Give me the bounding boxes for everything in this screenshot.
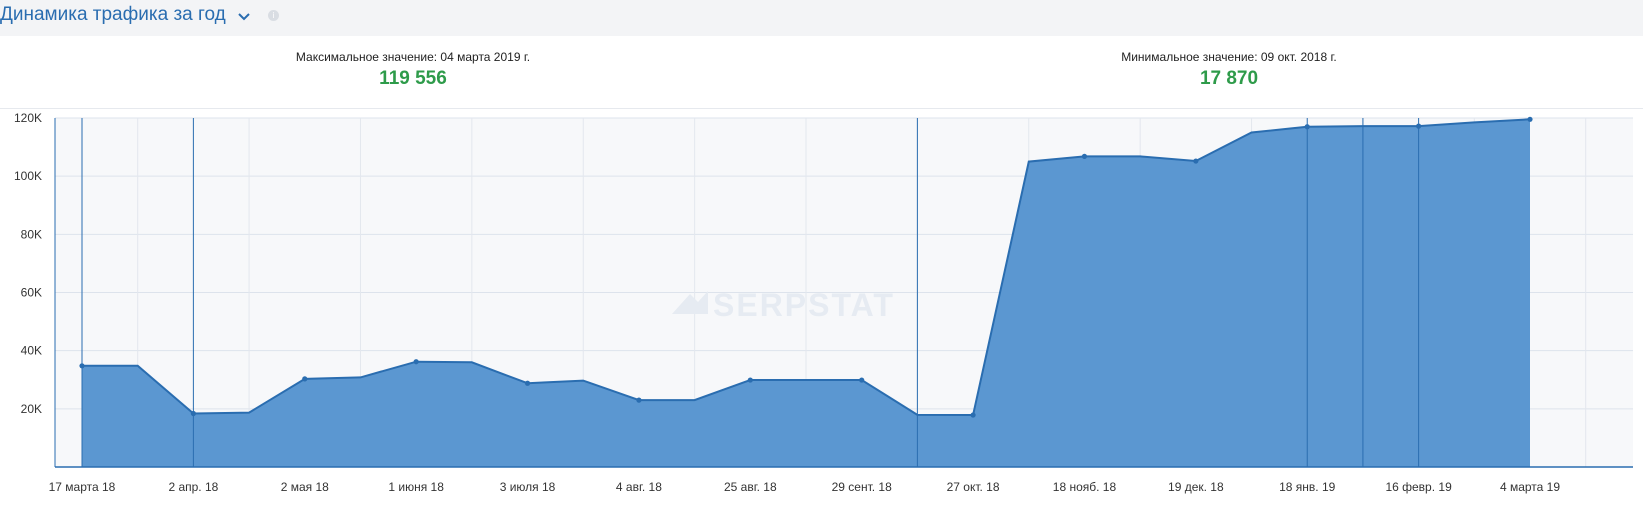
data-point[interactable] — [1304, 124, 1310, 130]
watermark-logo-icon — [672, 291, 708, 314]
x-tick-label: 17 марта 18 — [49, 480, 116, 494]
x-tick-label: 27 окт. 18 — [947, 480, 1000, 494]
x-tick-label: 29 сент. 18 — [832, 480, 892, 494]
x-tick-label: 18 нояб. 18 — [1053, 480, 1117, 494]
widget-title[interactable]: Динамика трафика за год — [0, 4, 226, 25]
data-point[interactable] — [1081, 153, 1088, 159]
x-tick-label: 2 мая 18 — [281, 480, 329, 494]
data-point[interactable] — [970, 412, 976, 418]
x-tick-label: 16 февр. 19 — [1385, 480, 1452, 494]
watermark-text: SERPSTAT — [713, 287, 895, 323]
x-tick-label: 4 марта 19 — [1500, 480, 1560, 494]
max-stat-label: Максимальное значение: 04 марта 2019 г. — [295, 50, 531, 64]
y-tick-label: 40K — [21, 344, 42, 358]
data-point[interactable] — [1193, 158, 1199, 164]
x-tick-label: 18 янв. 19 — [1279, 480, 1336, 494]
chevron-down-icon[interactable] — [236, 8, 252, 24]
traffic-area — [82, 119, 1530, 468]
y-tick-label: 120K — [14, 111, 42, 125]
data-point[interactable] — [302, 376, 308, 382]
min-stat-value: 17 870 — [1199, 68, 1259, 89]
data-point[interactable] — [413, 359, 419, 365]
widget-header: Динамика трафика за год i — [0, 0, 1643, 36]
x-tick-label: 1 июня 18 — [388, 480, 444, 494]
y-tick-label: 100K — [14, 169, 42, 183]
data-point[interactable] — [1416, 123, 1422, 129]
min-stat-label: Минимальное значение: 09 окт. 2018 г. — [1121, 50, 1337, 64]
min-stat: Минимальное значение: 09 окт. 2018 г. 17… — [1019, 50, 1439, 90]
y-tick-label: 80K — [21, 227, 42, 241]
data-point[interactable] — [859, 377, 865, 383]
y-tick-label: 20K — [21, 402, 42, 416]
data-point[interactable] — [190, 410, 196, 417]
data-point[interactable] — [747, 377, 753, 383]
traffic-line — [82, 118, 1531, 417]
data-point[interactable] — [1527, 116, 1533, 122]
y-tick-label: 60K — [21, 286, 42, 300]
max-stat-value: 119 556 — [379, 68, 447, 89]
data-point[interactable] — [79, 363, 85, 369]
stats-summary: Максимальное значение: 04 марта 2019 г. … — [0, 36, 1643, 109]
x-tick-label: 19 дек. 18 — [1168, 480, 1224, 494]
data-point[interactable] — [636, 397, 642, 403]
data-point[interactable] — [524, 380, 531, 386]
x-tick-label: 3 июля 18 — [500, 480, 556, 494]
info-icon[interactable]: i — [268, 10, 279, 21]
max-stat: Максимальное значение: 04 марта 2019 г. … — [203, 50, 623, 90]
traffic-chart[interactable]: SERPSTAT 20K 40K 60K 80K 100K 120K 17 марта 1… — [0, 108, 1643, 528]
x-tick-label: 2 апр. 18 — [168, 480, 218, 494]
x-tick-label: 4 авг. 18 — [616, 480, 662, 494]
x-tick-label: 25 авг. 18 — [724, 480, 777, 494]
